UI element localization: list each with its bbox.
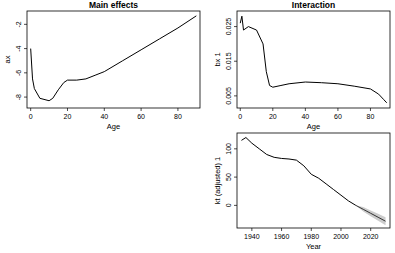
plot-area — [241, 138, 385, 226]
x-tick — [370, 228, 371, 231]
y-tick — [234, 205, 237, 206]
y-tick-label: 50 — [225, 173, 232, 181]
y-tick — [234, 148, 237, 149]
x-tick-label: 60 — [137, 113, 145, 120]
x-tick-label: 40 — [301, 113, 309, 120]
y-tick — [24, 24, 27, 25]
plot-frame — [237, 133, 390, 228]
y-tick-label: 100 — [225, 143, 232, 155]
y-tick-label: -8 — [15, 94, 22, 100]
y-tick — [234, 61, 237, 62]
x-tick-label: 1960 — [274, 233, 290, 240]
x-tick — [340, 228, 341, 231]
x-tick-label: 0 — [238, 113, 242, 120]
x-axis-label: Age — [107, 122, 120, 131]
plot-frame — [27, 11, 200, 108]
y-tick-label: 0 — [225, 203, 232, 207]
y-axis-label: kt (adjusted) 1 — [213, 157, 222, 205]
y-tick-label: 0.005 — [225, 87, 232, 105]
x-tick-label: 0 — [29, 113, 33, 120]
x-tick — [67, 108, 68, 111]
x-tick — [311, 228, 312, 231]
x-tick — [337, 108, 338, 111]
series-line — [31, 16, 197, 101]
y-tick — [24, 97, 27, 98]
y-tick — [234, 177, 237, 178]
x-tick-label: 1980 — [303, 233, 319, 240]
plot-frame — [237, 11, 390, 108]
x-tick — [370, 108, 371, 111]
y-tick — [24, 72, 27, 73]
y-tick-label: -6 — [15, 70, 22, 76]
x-tick-label: 2000 — [333, 233, 349, 240]
y-axis-label: ax — [3, 55, 12, 63]
x-tick — [240, 108, 241, 111]
forecast-band — [356, 205, 386, 225]
x-tick — [281, 228, 282, 231]
x-tick-label: 2020 — [363, 233, 379, 240]
plot-area — [240, 16, 386, 103]
x-tick — [305, 108, 306, 111]
y-tick-label: -2 — [15, 21, 22, 27]
x-tick-label: 20 — [269, 113, 277, 120]
series-line — [241, 138, 355, 206]
x-tick-label: 80 — [367, 113, 375, 120]
x-axis-label: Age — [307, 122, 320, 131]
title: Interaction — [292, 0, 335, 10]
x-axis-label: Year — [306, 242, 322, 251]
y-tick-label: 0.015 — [225, 52, 232, 70]
plot-area — [31, 16, 197, 101]
x-tick — [177, 108, 178, 111]
y-tick-label: 0.025 — [225, 18, 232, 36]
y-axis-label: bx 1 — [213, 52, 222, 66]
series-line — [240, 16, 386, 103]
title: Main effects — [89, 0, 138, 10]
x-tick-label: 40 — [100, 113, 108, 120]
y-tick — [234, 26, 237, 27]
x-tick-label: 80 — [174, 113, 182, 120]
y-tick — [24, 48, 27, 49]
x-tick-label: 20 — [64, 113, 72, 120]
x-tick — [272, 108, 273, 111]
x-tick — [251, 228, 252, 231]
series-line — [356, 205, 386, 221]
x-tick — [141, 108, 142, 111]
figure: Main effects 0 20 40 60 80 -8 -6 -4 -2 Age ax Intera… — [0, 0, 395, 253]
x-tick — [104, 108, 105, 111]
y-tick — [234, 95, 237, 96]
x-tick-label: 60 — [334, 113, 342, 120]
x-tick — [30, 108, 31, 111]
y-tick-label: -4 — [15, 45, 22, 51]
x-tick-label: 1940 — [244, 233, 260, 240]
